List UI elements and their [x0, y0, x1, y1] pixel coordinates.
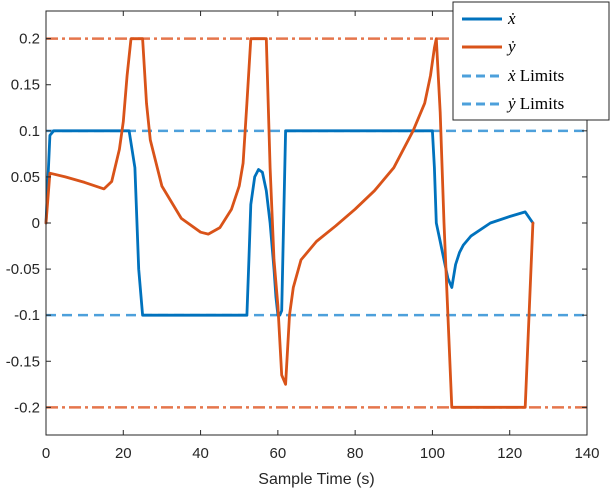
legend: ẋ ẏ ẋ Limits ẏ Limits — [452, 1, 610, 121]
legend-label-y-limits: ẏ Limits — [506, 94, 564, 113]
x-tick-label: 140 — [574, 445, 599, 462]
limit-lines — [46, 37, 587, 409]
x-tick-label: 120 — [497, 445, 522, 462]
legend-label-y-dot: ẏ — [506, 37, 516, 56]
y-tick-label: 0.15 — [11, 77, 40, 94]
x-tick-label: 100 — [420, 445, 445, 462]
axis-ticks: 0 20 40 60 80 100 120 140 -0.2 -0.15 -0.1 -0.05 0 0.0… — [6, 11, 600, 462]
data-series — [44, 37, 535, 409]
y-tick-label: 0.05 — [11, 169, 40, 186]
legend-label-x-limits-text: Limits — [516, 66, 565, 85]
legend-label-y-limits-text: Limits — [516, 94, 565, 113]
x-tick-label: 20 — [115, 445, 132, 462]
x-tick-label: 80 — [347, 445, 364, 462]
legend-label-x-dot: ẋ — [507, 9, 516, 28]
y-tick-label: 0.1 — [19, 123, 40, 140]
x-axis-label: Sample Time (s) — [258, 471, 374, 488]
y-tick-label: -0.15 — [6, 353, 40, 370]
x-tick-label: 60 — [270, 445, 287, 462]
x-tick-label: 40 — [192, 445, 209, 462]
y-dot-series-line — [44, 37, 535, 409]
legend-label-x-limits-math: ẋ — [507, 66, 516, 85]
legend-label-y-limits-math: ẏ — [506, 94, 516, 113]
y-tick-label: -0.05 — [6, 261, 40, 278]
x-tick-label: 0 — [42, 445, 50, 462]
legend-label-x-limits: ẋ Limits — [507, 66, 564, 85]
y-tick-label: 0 — [32, 215, 40, 232]
legend-box — [452, 1, 610, 121]
y-tick-label: -0.1 — [14, 307, 40, 324]
y-tick-label: -0.2 — [14, 399, 40, 416]
y-tick-label: 0.2 — [19, 31, 40, 48]
